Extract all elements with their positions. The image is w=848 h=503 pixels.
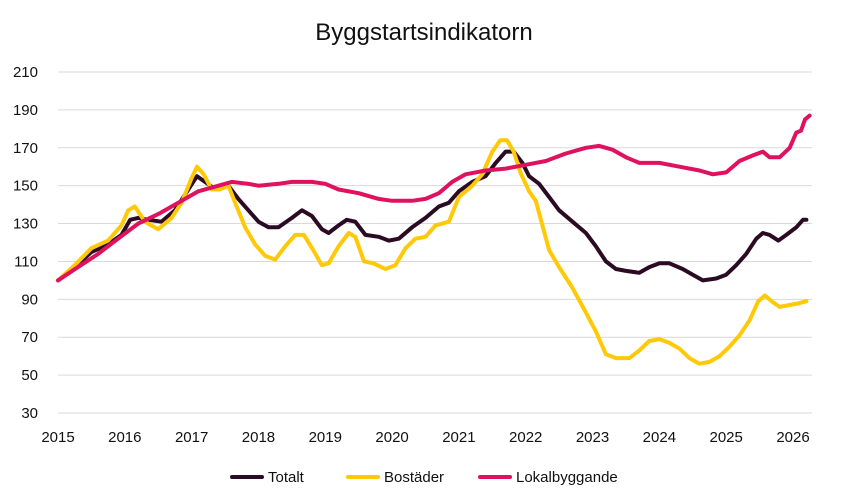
legend-label-bostäder: Bostäder (384, 469, 444, 486)
series-line-bostäder (56, 138, 809, 366)
chart-title: Byggstartsindikatorn (315, 19, 532, 46)
y-tick-label: 190 (13, 102, 38, 119)
x-tick-label: 2022 (509, 429, 542, 446)
y-tick-label: 210 (13, 64, 38, 81)
y-tick-label: 50 (21, 367, 38, 384)
x-tick-label: 2024 (643, 429, 676, 446)
y-tick-label: 150 (13, 178, 38, 195)
y-tick-label: 30 (21, 405, 38, 422)
x-tick-label: 2026 (776, 429, 809, 446)
x-tick-label: 2019 (309, 429, 342, 446)
series-line-totalt (56, 149, 809, 283)
y-tick-label: 170 (13, 140, 38, 157)
x-axis-ticks: 2015 2016 2017 2018 2019 2020 2021 2022 2023 2024… (41, 429, 809, 446)
y-tick-label: 130 (13, 216, 38, 233)
legend: Totalt Bostäder Lokalbyggande (230, 469, 618, 486)
x-tick-label: 2023 (576, 429, 609, 446)
x-tick-label: 2021 (442, 429, 475, 446)
y-tick-label: 90 (21, 291, 38, 308)
legend-label-totalt: Totalt (268, 469, 305, 486)
legend-label-lokalbyggande: Lokalbyggande (516, 469, 618, 486)
y-axis-ticks: 30 50 70 90 110 130 150 170 190 210 (13, 64, 38, 422)
series-line-lokalbyggande (56, 113, 812, 283)
x-tick-label: 2025 (709, 429, 742, 446)
x-tick-label: 2020 (375, 429, 408, 446)
x-tick-label: 2015 (41, 429, 74, 446)
x-tick-label: 2018 (242, 429, 275, 446)
x-tick-label: 2017 (175, 429, 208, 446)
y-tick-label: 70 (21, 329, 38, 346)
x-tick-label: 2016 (108, 429, 141, 446)
series-lines (56, 113, 812, 366)
y-tick-label: 110 (14, 253, 38, 270)
